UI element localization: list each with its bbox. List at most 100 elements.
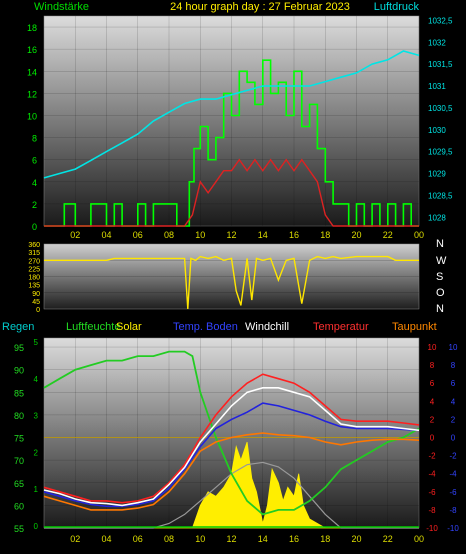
y-right-tick-label: 1029,5 (428, 148, 453, 157)
y-left-tick-label: 14 (27, 67, 37, 77)
y-temperature-tick-label: 10 (428, 343, 437, 352)
y-rain-tick-label: 1 (34, 485, 39, 494)
y-right-tick-label: 1031 (428, 82, 446, 91)
y-humidity-tick-label: 55 (14, 524, 24, 534)
y-temperature-tick-label: -8 (428, 506, 436, 515)
legend-regen: Regen (2, 321, 34, 333)
x-tick-label: 02 (70, 230, 80, 240)
x-tick-label: 02 (70, 534, 80, 544)
panel-temperature-background (43, 337, 420, 529)
y-left-tick-label: 18 (27, 23, 37, 33)
y-direction-tick-label: 135 (28, 283, 40, 290)
y-rain-tick-label: 0 (34, 522, 39, 531)
y-temperature-tick-label: -6 (428, 488, 436, 497)
direction-compass-label: O (436, 287, 445, 299)
y-right-tick-label: 1030 (428, 126, 446, 135)
y-temperature-tick-label: -4 (428, 470, 436, 479)
series-temp-boden (43, 402, 420, 508)
x-tick-label: 08 (164, 534, 174, 544)
y-direction-tick-label: 180 (28, 275, 40, 282)
y-rain-tick-label: 4 (34, 375, 39, 384)
direction-compass-label: S (436, 271, 443, 283)
header-right-label: Luftdruck (374, 1, 420, 13)
y-temperature-tick-label: 6 (430, 379, 435, 388)
direction-compass-label: N (436, 238, 444, 250)
y-humidity-tick-label: 90 (14, 366, 24, 376)
x-tick-label: 16 (289, 534, 299, 544)
legend-temperatur: Temperatur (313, 321, 369, 333)
panel-direction-background (43, 243, 420, 310)
y-direction-tick-label: 225 (28, 266, 40, 273)
y-soil-tick-label: 0 (451, 434, 456, 443)
panel-wind-background (43, 15, 420, 227)
y-direction-tick-label: 315 (28, 250, 40, 257)
x-tick-label: 22 (383, 534, 393, 544)
y-right-tick-label: 1032,5 (428, 16, 453, 25)
x-tick-label: 08 (164, 230, 174, 240)
x-tick-label: 12 (226, 534, 236, 544)
y-soil-tick-label: 8 (451, 361, 456, 370)
y-left-tick-label: 16 (27, 45, 37, 55)
y-right-tick-label: 1028,5 (428, 191, 453, 200)
legend-luftfeuchte: Luftfeuchte (66, 321, 120, 333)
series-windchill (43, 386, 420, 507)
series-solar-theoretisch (44, 461, 419, 529)
y-left-tick-label: 4 (32, 178, 37, 188)
legend-windchill: Windchill (245, 321, 289, 333)
y-soil-tick-label: -10 (447, 524, 459, 533)
y-humidity-tick-label: 85 (14, 388, 24, 398)
y-left-tick-label: 6 (32, 156, 37, 166)
y-humidity-tick-label: 60 (14, 501, 24, 511)
legend-solar: Solar (116, 321, 142, 333)
y-soil-tick-label: -2 (449, 452, 457, 461)
x-tick-label: 18 (320, 230, 330, 240)
y-direction-tick-label: 360 (28, 242, 40, 249)
y-rain-tick-label: 2 (34, 448, 39, 457)
x-tick-label: 06 (133, 230, 143, 240)
y-right-tick-label: 1029 (428, 170, 446, 179)
y-temperature-tick-label: 8 (430, 361, 435, 370)
y-left-tick-label: 2 (32, 200, 37, 210)
y-left-tick-label: 8 (32, 134, 37, 144)
y-temperature-tick-label: 2 (430, 415, 435, 424)
y-humidity-tick-label: 80 (14, 411, 24, 421)
y-rain-tick-label: 3 (34, 412, 39, 421)
series-taupunkt (43, 432, 420, 511)
y-left-tick-label: 12 (27, 89, 37, 99)
y-soil-tick-label: -4 (449, 470, 457, 479)
direction-compass-label: N (436, 303, 444, 315)
series-luftdruck (43, 50, 420, 179)
y-direction-tick-label: 90 (32, 291, 40, 298)
y-soil-tick-label: 6 (451, 379, 456, 388)
y-left-tick-label: 10 (27, 111, 37, 121)
legend-taupunkt: Taupunkt (392, 321, 437, 333)
y-humidity-tick-label: 75 (14, 434, 24, 444)
x-tick-label: 04 (101, 534, 111, 544)
series-temperatur (43, 373, 420, 504)
x-tick-label: 00 (414, 534, 424, 544)
y-humidity-tick-label: 95 (14, 343, 24, 353)
y-direction-tick-label: 0 (36, 307, 40, 314)
y-soil-tick-label: -6 (449, 488, 457, 497)
y-humidity-tick-label: 65 (14, 479, 24, 489)
x-tick-label: 18 (320, 534, 330, 544)
y-soil-tick-label: 2 (451, 415, 456, 424)
x-tick-label: 00 (414, 230, 424, 240)
x-tick-label: 14 (258, 230, 268, 240)
y-right-tick-label: 1032 (428, 38, 446, 47)
y-soil-tick-label: 4 (451, 397, 456, 406)
x-tick-label: 14 (258, 534, 268, 544)
direction-compass-label: W (436, 255, 447, 267)
y-right-tick-label: 1031,5 (428, 60, 453, 69)
y-right-tick-label: 1028 (428, 213, 446, 222)
x-tick-label: 20 (351, 230, 361, 240)
y-rain-tick-label: 5 (34, 338, 39, 347)
y-temperature-tick-label: -10 (426, 524, 438, 533)
series-windrichtung (44, 255, 419, 310)
x-tick-label: 22 (383, 230, 393, 240)
y-soil-tick-label: 10 (449, 343, 458, 352)
y-temperature-tick-label: 0 (430, 434, 435, 443)
x-tick-label: 12 (226, 230, 236, 240)
y-humidity-tick-label: 70 (14, 456, 24, 466)
